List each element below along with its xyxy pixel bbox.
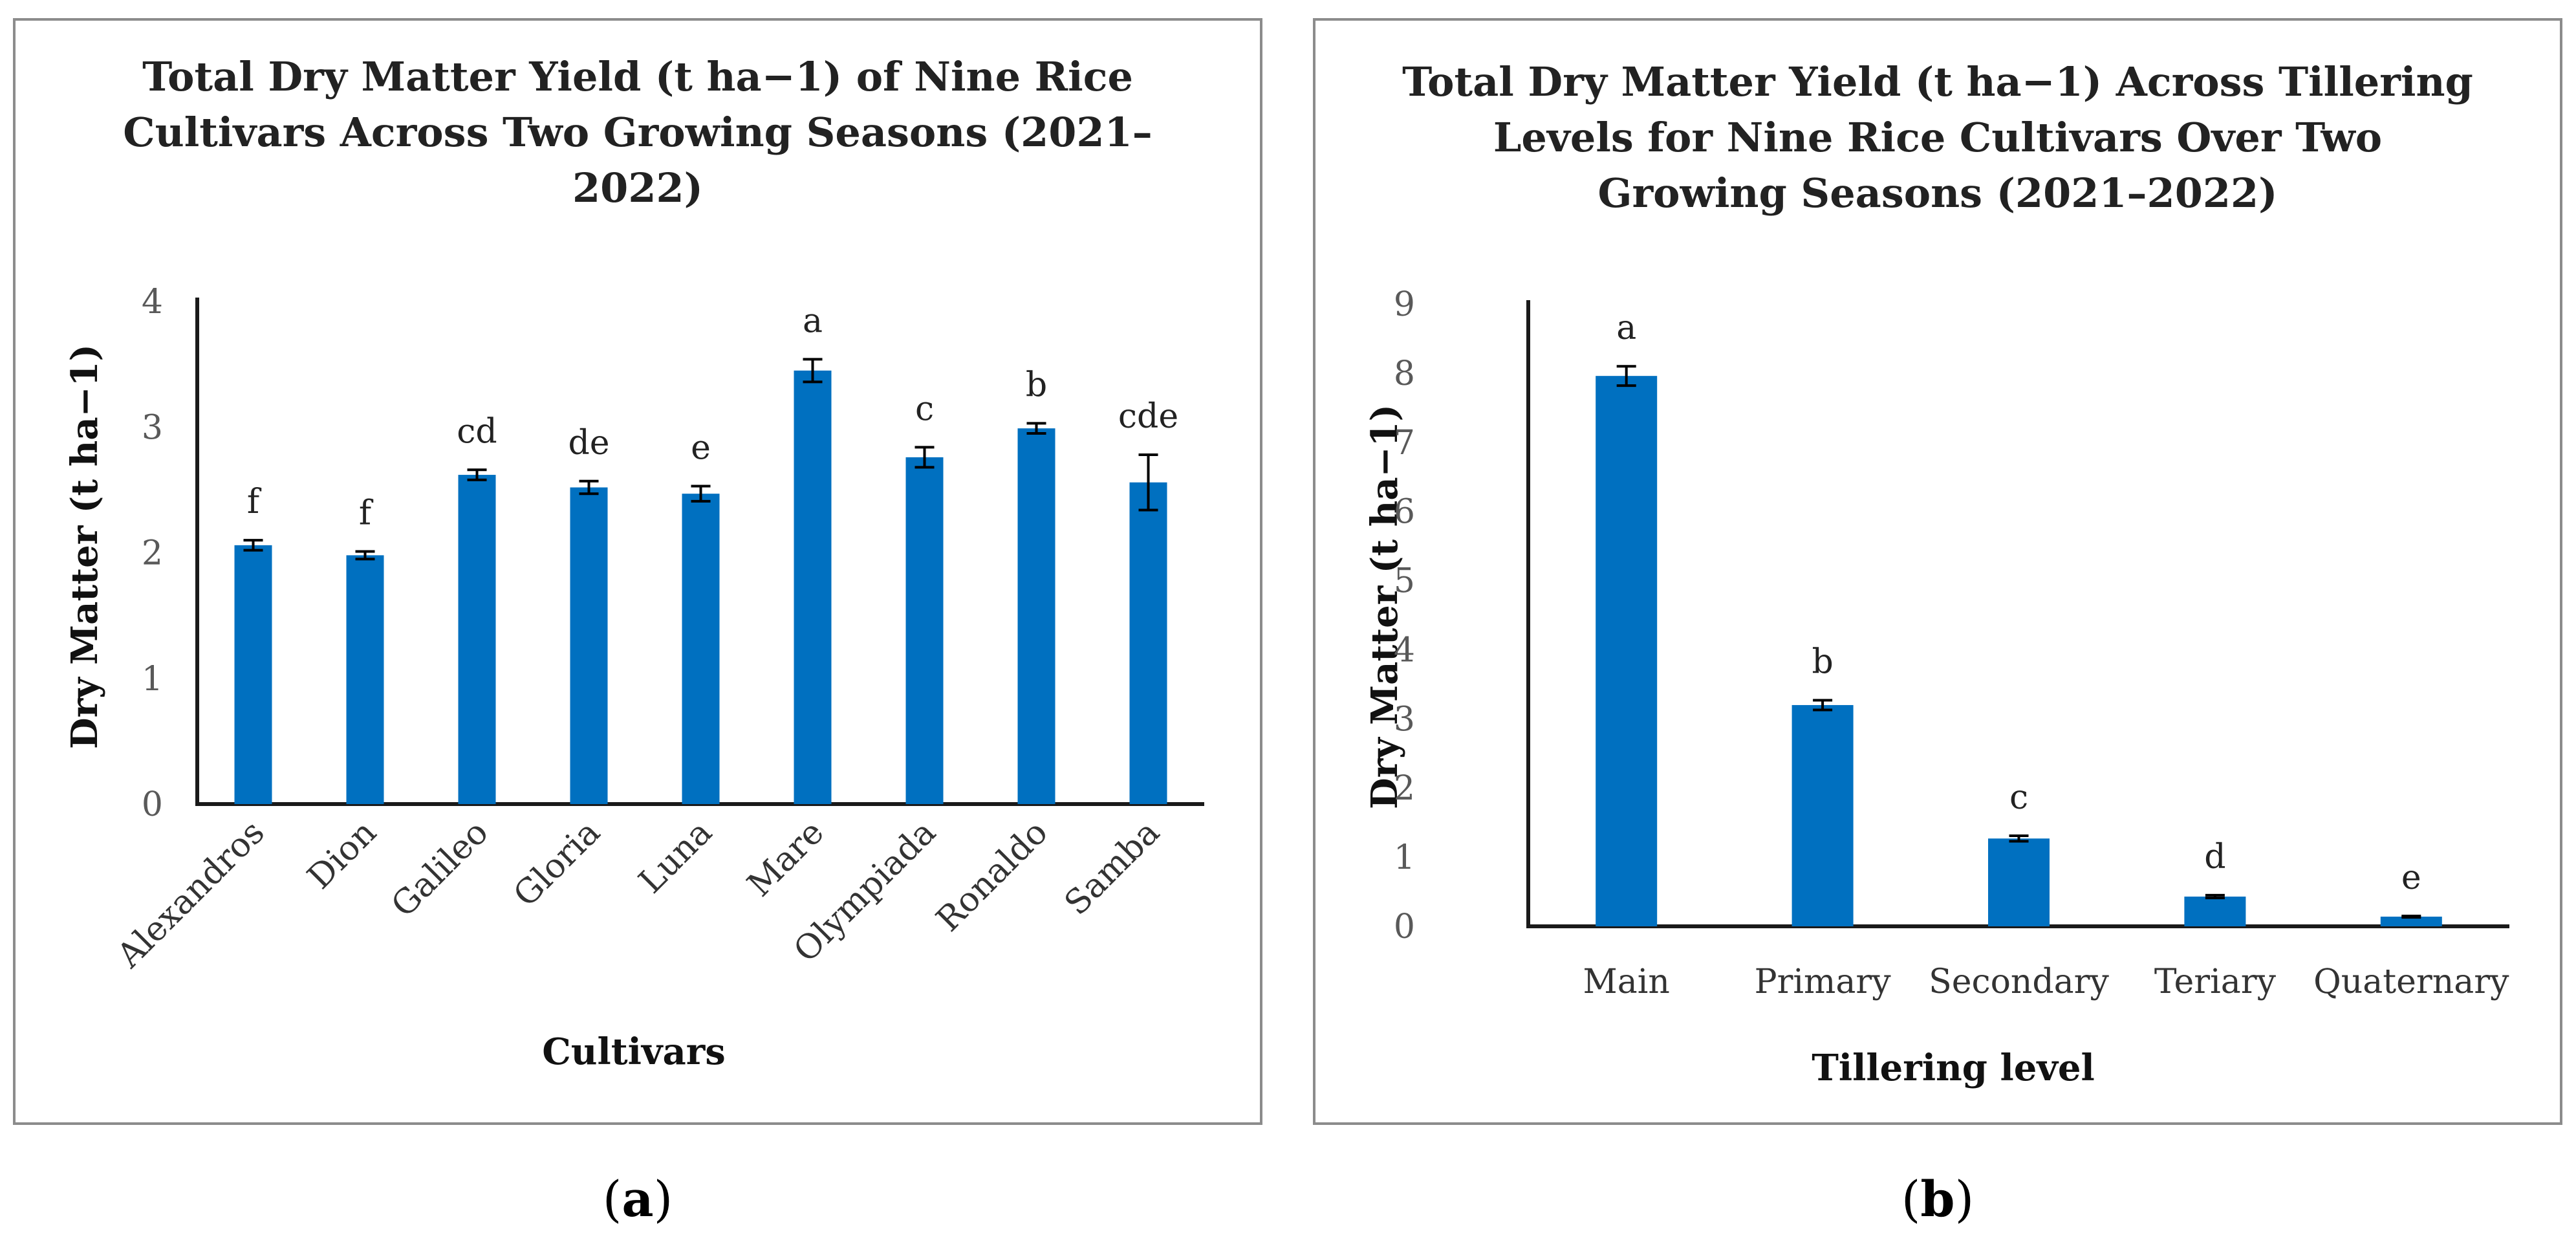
panel-b-y-tick-label: 6	[1394, 493, 1415, 532]
panel-b-y-tick-label: 0	[1394, 908, 1415, 946]
panel-b-y-tick-label: 7	[1394, 424, 1415, 463]
panel-b-title-line-3: Growing Seasons (2021–2022)	[1598, 169, 2278, 217]
panel-b-bar-quaternary	[2380, 917, 2442, 926]
panel-a-y-tick-label: 0	[142, 785, 163, 824]
panel-b-significance-letter: e	[2401, 858, 2421, 897]
panel-a-bar-alexandros	[234, 545, 272, 804]
panel-b-significance-letter: a	[1616, 309, 1636, 347]
panel-b-bar-secondary	[1988, 838, 2050, 926]
panel-b-y-tick-label: 1	[1394, 838, 1415, 877]
panel-a-bar-galileo	[458, 475, 496, 804]
panel-b-x-axis-title: Tillering level	[1812, 1047, 2095, 1089]
panel-b-significance-letter: b	[1812, 642, 1833, 681]
panel-a-significance-letter: f	[359, 494, 374, 533]
panel-a-title-line-1: Total Dry Matter Yield (t ha−1) of Nine …	[142, 53, 1133, 100]
panel-b-y-tick-label: 5	[1394, 562, 1415, 601]
panel-b-category-label: Secondary	[1929, 963, 2109, 1001]
panel-b-plot: 0 1 2 3 4 5 6 7 8 9 a Main b Primary c Secondary d Teriar…	[1394, 285, 2509, 1001]
panel-a-y-tick-label: 3	[142, 408, 163, 447]
panel-a-y-tick-label: 2	[142, 534, 163, 573]
panel-b-category-label: Teriary	[2154, 963, 2277, 1001]
panel-b-significance-letter: c	[2009, 778, 2028, 817]
panel-b-y-axis-title: Dry Matter (t ha−1)	[1363, 404, 1406, 809]
panel-a-significance-letter: de	[568, 424, 609, 463]
panel-b-category-label: Quaternary	[2313, 963, 2509, 1001]
panel-a-significance-letter: c	[915, 389, 934, 428]
panel-a: Total Dry Matter Yield (t ha−1) of Nine …	[13, 18, 1262, 1228]
panel-a-title-line-3: 2022)	[572, 164, 703, 212]
panel-a-caption-letter: a	[622, 1170, 653, 1228]
panel-a-bar-gloria	[570, 487, 608, 804]
panel-a-x-axis-title: Cultivars	[542, 1030, 726, 1073]
panel-b-y-tick-label: 2	[1394, 769, 1415, 808]
panel-a-significance-letter: f	[247, 483, 262, 521]
panel-b-frame	[1313, 18, 2562, 1125]
panel-b-y-tick-label: 9	[1394, 285, 1415, 324]
panel-a-bar-luna	[682, 494, 720, 804]
panel-b-caption-letter: b	[1920, 1170, 1954, 1228]
panel-a-bar-samba	[1129, 482, 1167, 804]
panel-a-bar-olympiada	[905, 457, 944, 804]
panel-a-caption-close: )	[654, 1170, 673, 1228]
panel-b-y-tick-label: 3	[1394, 700, 1415, 739]
panel-a-significance-letter: b	[1026, 365, 1047, 404]
panel-a-caption-open: (	[603, 1170, 622, 1228]
panel-a-y-tick-label: 4	[142, 283, 163, 321]
panel-b-y-tick-label: 8	[1394, 354, 1415, 393]
panel-a-significance-letter: e	[691, 429, 711, 468]
panel-b-title-line-2: Levels for Nine Rice Cultivars Over Two	[1493, 114, 2382, 161]
panel-b: Total Dry Matter Yield (t ha−1) Across T…	[1313, 18, 2562, 1228]
panel-b-category-label: Primary	[1755, 963, 1892, 1001]
panel-b-caption-open: (	[1901, 1170, 1921, 1228]
panel-a-caption: (a)	[603, 1170, 673, 1228]
panel-b-significance-letter: d	[2204, 838, 2225, 877]
panel-a-y-tick-label: 1	[142, 660, 163, 699]
panel-a-bar-dion	[346, 555, 384, 804]
panel-b-category-label: Main	[1583, 963, 1670, 1001]
panel-a-significance-letter: cd	[457, 412, 497, 451]
panel-a-significance-letter: a	[803, 301, 823, 340]
panel-b-caption: (b)	[1901, 1170, 1974, 1228]
panel-b-bar-teriary	[2184, 897, 2246, 926]
panel-a-y-axis-title: Dry Matter (t ha−1)	[63, 344, 106, 749]
panel-b-bar-main	[1596, 376, 1658, 926]
panel-b-caption-close: )	[1955, 1170, 1975, 1228]
panel-b-y-tick-label: 4	[1394, 631, 1415, 670]
panel-a-title-line-2: Cultivars Across Two Growing Seasons (20…	[123, 109, 1152, 156]
panel-a-bar-ronaldo	[1017, 428, 1055, 804]
panel-b-bar-primary	[1791, 704, 1854, 926]
panel-a-bar-mare	[794, 370, 832, 804]
panel-b-title-line-1: Total Dry Matter Yield (t ha−1) Across T…	[1402, 58, 2473, 105]
panel-a-significance-letter: cde	[1118, 397, 1178, 436]
